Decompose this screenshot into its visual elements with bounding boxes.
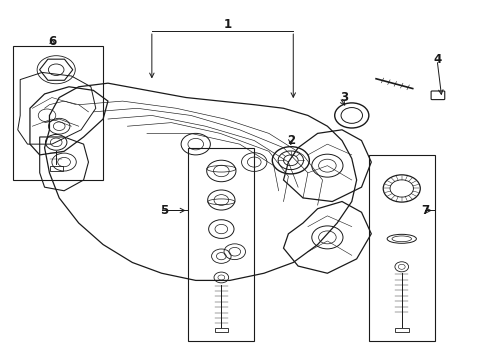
Bar: [214, 328, 228, 332]
Bar: [188, 148, 254, 341]
Text: 6: 6: [48, 35, 56, 49]
Text: 5: 5: [160, 204, 168, 217]
Bar: [368, 155, 434, 341]
Text: 3: 3: [340, 91, 348, 104]
Text: 1: 1: [223, 18, 231, 31]
Text: 4: 4: [432, 53, 440, 66]
Text: 7: 7: [420, 204, 428, 217]
Bar: [394, 328, 408, 332]
Bar: [13, 45, 103, 180]
Bar: [50, 166, 62, 171]
Text: 2: 2: [286, 134, 294, 147]
